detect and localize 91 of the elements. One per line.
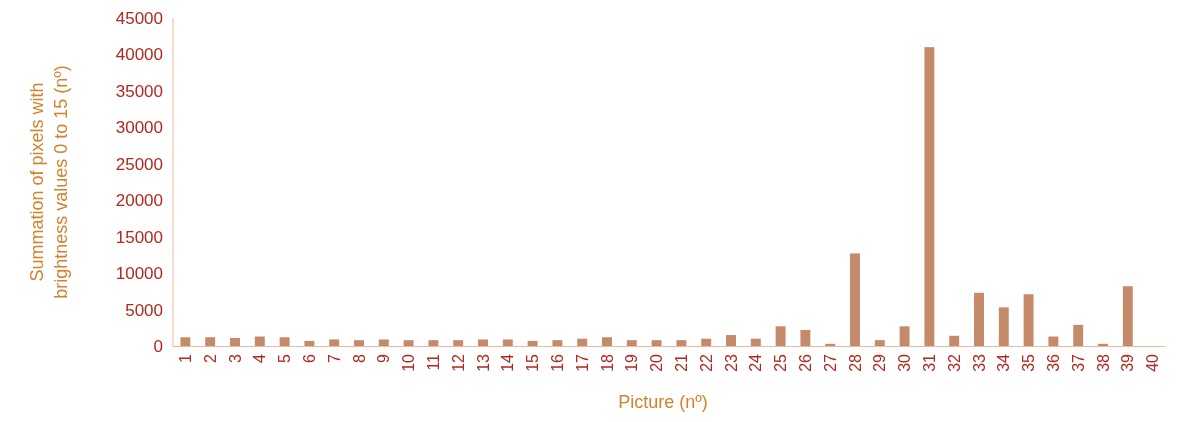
x-tick-label: 7 [325,353,343,363]
x-tick-label: 29 [871,353,889,372]
bar [329,339,340,346]
y-tick-label: 25000 [115,154,163,174]
x-axis-title: Picture (nº) [618,392,708,412]
bar [899,326,910,346]
x-tick-label: 13 [474,353,492,372]
bar [180,337,191,346]
bar [403,340,414,346]
x-tick-label: 2 [201,353,219,363]
bar [775,326,786,346]
x-tick-label: 12 [449,353,467,372]
x-tick-label: 37 [1069,353,1087,372]
bar [850,253,860,346]
bar [279,337,290,346]
x-tick-label: 32 [945,353,963,372]
bar [825,343,836,346]
bar [354,340,364,346]
y-tick-label: 40000 [115,45,163,65]
bar [726,335,736,346]
bar [205,337,216,346]
bar [254,336,265,346]
y-axis-title: Summation of pixels with brightness values 0 to 15 (nº) [27,65,71,299]
bar [949,335,960,346]
bar [502,339,513,346]
x-tick-label: 33 [970,353,988,372]
y-tick-label: 15000 [115,227,163,247]
x-tick-label: 19 [623,353,641,372]
x-tick-label: 34 [995,353,1013,372]
bar [701,338,712,346]
x-tick-label: 39 [1119,353,1137,372]
bar [577,338,588,346]
x-tick-label: 27 [821,353,839,372]
x-tick-label: 8 [350,353,368,363]
x-tick-label: 31 [921,353,938,372]
x-tick-label: 20 [648,353,666,372]
x-tick-label: 10 [400,353,418,372]
bar [750,338,761,346]
x-tick-label: 4 [251,353,269,363]
y-tick-label: 30000 [115,118,163,138]
x-tick-label: 25 [772,353,790,372]
bar [800,329,811,346]
x-tick-label: 22 [697,353,715,372]
x-tick-label: 28 [846,353,864,372]
bar [626,340,637,346]
x-tick-label: 14 [499,353,517,372]
x-tick-label: 11 [425,353,442,371]
y-tick-label: 45000 [115,8,163,28]
x-tick-label: 15 [524,353,542,372]
bar [874,340,885,346]
x-tick-label: 3 [226,353,244,363]
bar [478,339,488,346]
x-tick-label: 30 [896,353,914,372]
x-tick-label: 6 [301,353,318,363]
bar [1023,294,1034,346]
x-tick-label: 17 [573,353,591,372]
bar [428,340,439,346]
bar [304,340,315,346]
bar [378,339,389,346]
x-tick-label: 24 [747,353,765,372]
x-tick-label: 18 [598,353,616,372]
x-tick-label: 5 [276,353,294,363]
bar [1122,286,1133,346]
bar [676,340,687,346]
bar [527,340,538,346]
y-tick-label: 10000 [115,264,163,284]
x-tick-label: 1 [177,353,194,363]
x-tick-label: 26 [797,353,814,372]
bar [1073,324,1084,346]
x-tick-label: 9 [375,353,393,363]
bar [1098,343,1108,346]
y-tick-label: 20000 [115,191,163,211]
x-tick-label: 36 [1045,353,1062,372]
bar [453,340,464,346]
bar [651,340,662,346]
bar [1048,336,1059,346]
bar [998,307,1009,346]
x-tick-label: 38 [1094,353,1112,372]
bar [552,340,563,346]
y-tick-label: 0 [153,336,163,356]
x-tick-label: 21 [673,353,690,372]
x-tick-label: 23 [722,353,740,372]
bar [924,47,935,346]
x-tick-label: 16 [549,353,566,372]
y-tick-label: 35000 [115,81,163,101]
bar [974,292,984,346]
x-tick-label: 40 [1144,353,1162,372]
y-tick-label: 5000 [125,300,163,320]
bar [230,337,240,346]
x-tick-label: 35 [1020,353,1038,372]
bar [602,337,612,346]
